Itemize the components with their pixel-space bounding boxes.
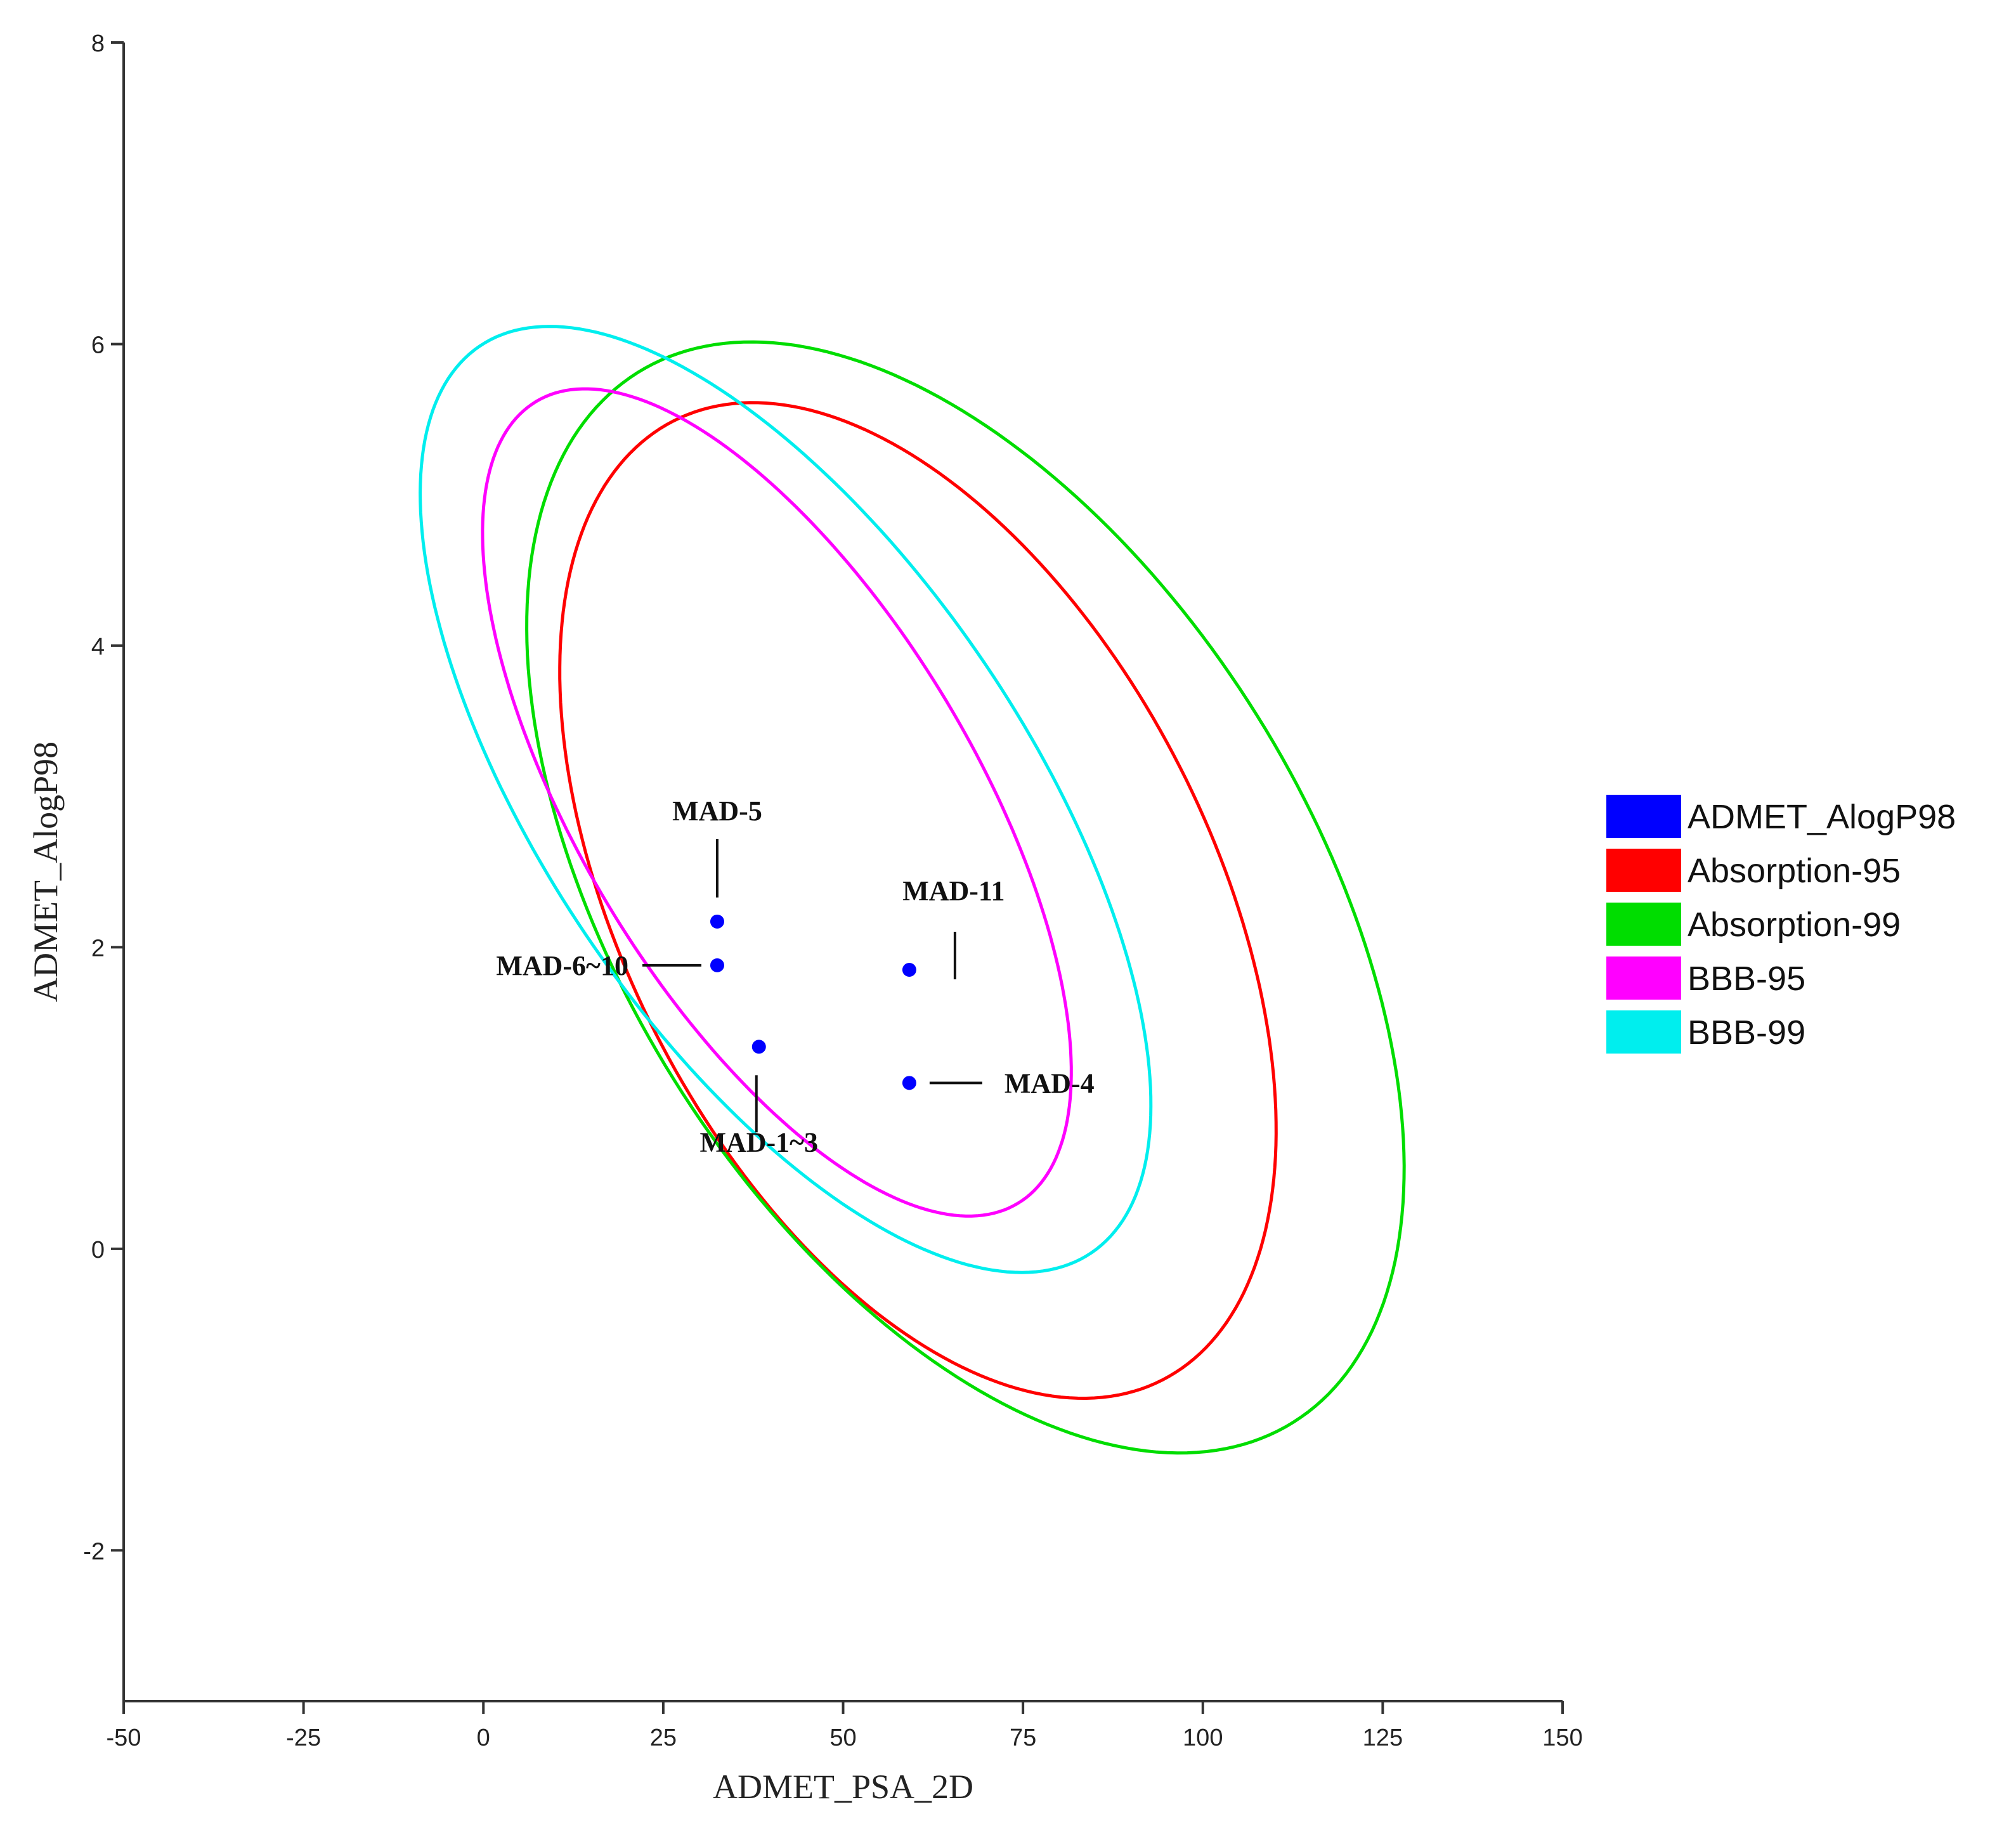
x-tick-label: -50 (107, 1725, 141, 1751)
legend-label: Absorption-95 (1688, 852, 1901, 890)
legend-label: ADMET_AlogP98 (1688, 798, 1956, 836)
point-layer (710, 914, 916, 1090)
data-point (710, 958, 724, 972)
data-point (710, 914, 724, 929)
axis-layer: -50 -25 0 25 50 75 100 125 150 -2 0 2 4 6 8 ADMET_PSA… (27, 30, 1583, 1806)
point-label: MAD-11 (902, 875, 1005, 906)
x-tick-label: 0 (477, 1725, 490, 1751)
point-label: MAD-1~3 (699, 1126, 818, 1158)
legend-swatch (1606, 849, 1681, 892)
y-tick-label: 6 (91, 332, 105, 358)
legend-label: Absorption-99 (1688, 906, 1901, 944)
ellipse-absorption-99 (525, 340, 1406, 1455)
data-point (902, 963, 916, 977)
x-ticks: -50 -25 0 25 50 75 100 125 150 (107, 1701, 1583, 1751)
x-tick-label: -25 (286, 1725, 321, 1751)
y-tick-label: 4 (91, 634, 105, 660)
y-tick-label: -2 (83, 1538, 105, 1565)
data-point (902, 1076, 916, 1090)
x-tick-label: 100 (1183, 1725, 1223, 1751)
y-tick-label: 8 (91, 30, 105, 57)
y-tick-label: 2 (91, 935, 105, 962)
y-ticks: -2 0 2 4 6 8 (83, 30, 124, 1565)
x-tick-label: 125 (1363, 1725, 1403, 1751)
label-layer: MAD-5 MAD-6~10 MAD-1~3 MAD-11 MAD-4 (496, 795, 1094, 1158)
x-axis-title: ADMET_PSA_2D (713, 1768, 973, 1806)
y-tick-label: 0 (91, 1237, 105, 1263)
ellipse-bbb-99 (419, 325, 1153, 1274)
legend-label: BBB-99 (1688, 1014, 1805, 1052)
x-tick-label: 75 (1010, 1725, 1036, 1751)
point-label: MAD-4 (1005, 1067, 1095, 1099)
point-label: MAD-6~10 (496, 950, 628, 981)
legend-swatch (1606, 956, 1681, 1000)
data-point (751, 1040, 766, 1054)
x-tick-label: 150 (1542, 1725, 1582, 1751)
ellipse-bbb-95 (481, 387, 1073, 1218)
legend-swatch (1606, 1010, 1681, 1054)
leader-layer (642, 839, 982, 1133)
x-tick-label: 50 (829, 1725, 856, 1751)
legend-swatch (1606, 795, 1681, 838)
point-label: MAD-5 (672, 795, 762, 826)
ellipse-layer (419, 325, 1406, 1455)
y-axis-title: ADMET_AlogP98 (27, 741, 65, 1002)
legend: ADMET_AlogP98 Absorption-95 Absorption-99 B… (1606, 795, 1956, 1054)
legend-label: BBB-95 (1688, 960, 1805, 998)
legend-swatch (1606, 903, 1681, 946)
x-tick-label: 25 (650, 1725, 677, 1751)
